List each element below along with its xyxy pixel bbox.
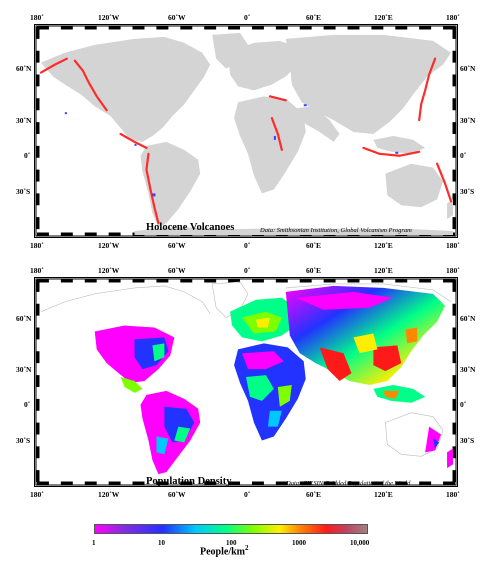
landmass-layer <box>40 32 454 236</box>
pop-lat-tick-right-0: 0˚ <box>460 400 467 409</box>
population-south-america <box>140 390 201 475</box>
volcano-map <box>34 24 458 238</box>
pop-lon-tick-bottom-180w: 180˚ <box>30 490 44 499</box>
pop-lat-tick-right-60n: 60˚N <box>460 314 476 323</box>
lon-tick-bottom-180w: 180˚ <box>30 241 44 250</box>
lon-tick-bottom-60w: 60˚W <box>168 241 186 250</box>
pop-lon-tick-top-120w: 120˚W <box>98 266 120 275</box>
population-map <box>34 277 458 487</box>
pop-lon-tick-bottom-60w: 60˚W <box>168 490 186 499</box>
lon-tick-top-0: 0˚ <box>244 13 251 22</box>
pop-lat-tick-left-0: 0˚ <box>24 400 31 409</box>
volcano-map-credit: Data: Smithsonian Institution, Global Vo… <box>260 227 412 234</box>
colorbar-title-superscript: 2 <box>245 544 249 552</box>
pop-lat-tick-left-30n: 30˚N <box>16 365 32 374</box>
lon-tick-top-120e: 120˚E <box>374 13 393 22</box>
lon-tick-bottom-0: 0˚ <box>244 241 251 250</box>
lon-tick-bottom-120w: 120˚W <box>98 241 120 250</box>
colorbar-tick-100: 100 <box>226 539 237 547</box>
lon-tick-top-120w: 120˚W <box>98 13 120 22</box>
lon-tick-bottom-120e: 120˚E <box>374 241 393 250</box>
volcano-belt-layer <box>39 57 453 225</box>
colorbar-tick-10: 10 <box>158 539 165 547</box>
population-se-asia <box>373 384 426 403</box>
lon-tick-top-180e: 180˚ <box>446 13 460 22</box>
population-map-title: Population Density <box>146 476 232 487</box>
pop-lat-tick-right-30s: 30˚S <box>460 436 475 445</box>
colorbar-title-text: People/km <box>200 546 245 558</box>
lon-tick-top-60w: 60˚W <box>168 13 186 22</box>
population-map-graphic <box>35 278 457 486</box>
lat-tick-left-0: 0˚ <box>24 151 31 160</box>
population-africa <box>234 343 306 441</box>
colorbar-tick-1000: 1000 <box>292 539 306 547</box>
pop-lon-tick-top-180w: 180˚ <box>30 266 44 275</box>
volcano-map-graphic <box>35 25 457 237</box>
population-north-america <box>94 325 175 393</box>
lat-tick-right-0: 0˚ <box>460 151 467 160</box>
lon-tick-bottom-180e: 180˚ <box>446 241 460 250</box>
population-europe <box>230 297 296 342</box>
pop-lon-tick-top-60e: 60˚E <box>306 266 321 275</box>
population-australia <box>385 412 454 469</box>
pop-lon-tick-top-180e: 180˚ <box>446 266 460 275</box>
lon-tick-top-60e: 60˚E <box>306 13 321 22</box>
pop-lon-tick-top-60w: 60˚W <box>168 266 186 275</box>
volcano-map-title: Holocene Volcanoes <box>146 222 235 233</box>
lat-tick-left-30n: 30˚N <box>16 116 32 125</box>
pop-lon-tick-top-120e: 120˚E <box>374 266 393 275</box>
lat-tick-right-30s: 30˚S <box>460 187 475 196</box>
pop-lat-tick-left-60n: 60˚N <box>16 314 32 323</box>
colorbar-tick-10000: 10,000 <box>350 539 370 547</box>
pop-lat-tick-right-30n: 30˚N <box>460 365 476 374</box>
lat-tick-right-60n: 60˚N <box>460 64 476 73</box>
lat-tick-right-30n: 30˚N <box>460 116 476 125</box>
pop-lon-tick-bottom-180e: 180˚ <box>446 490 460 499</box>
lat-tick-left-30s: 30˚S <box>16 187 31 196</box>
colorbar-tick-1: 1 <box>92 539 96 547</box>
population-colorbar <box>94 524 368 534</box>
pop-lon-tick-bottom-0: 0˚ <box>244 490 251 499</box>
population-map-panel: 180˚ 120˚W 60˚W 0˚ 60˚E 120˚E 180˚ 60˚N … <box>0 263 492 503</box>
lon-tick-bottom-60e: 60˚E <box>306 241 321 250</box>
pop-lon-tick-top-0: 0˚ <box>244 266 251 275</box>
lon-tick-top-180w: 180˚ <box>30 13 44 22</box>
population-asia <box>285 285 446 385</box>
volcano-map-panel: 180˚ 120˚W 60˚W 0˚ 60˚E 120˚E 180˚ 60˚N … <box>0 0 492 255</box>
lat-tick-left-60n: 60˚N <box>16 64 32 73</box>
pop-lon-tick-bottom-60e: 60˚E <box>306 490 321 499</box>
pop-lon-tick-bottom-120w: 120˚W <box>98 490 120 499</box>
pop-lat-tick-left-30s: 30˚S <box>16 436 31 445</box>
volcano-secondary-layer <box>64 104 399 197</box>
population-map-credit: Data: CIESIN Gridded Population of the W… <box>286 480 411 487</box>
pop-lon-tick-bottom-120e: 120˚E <box>374 490 393 499</box>
colorbar-title: People/km2 <box>200 544 249 557</box>
